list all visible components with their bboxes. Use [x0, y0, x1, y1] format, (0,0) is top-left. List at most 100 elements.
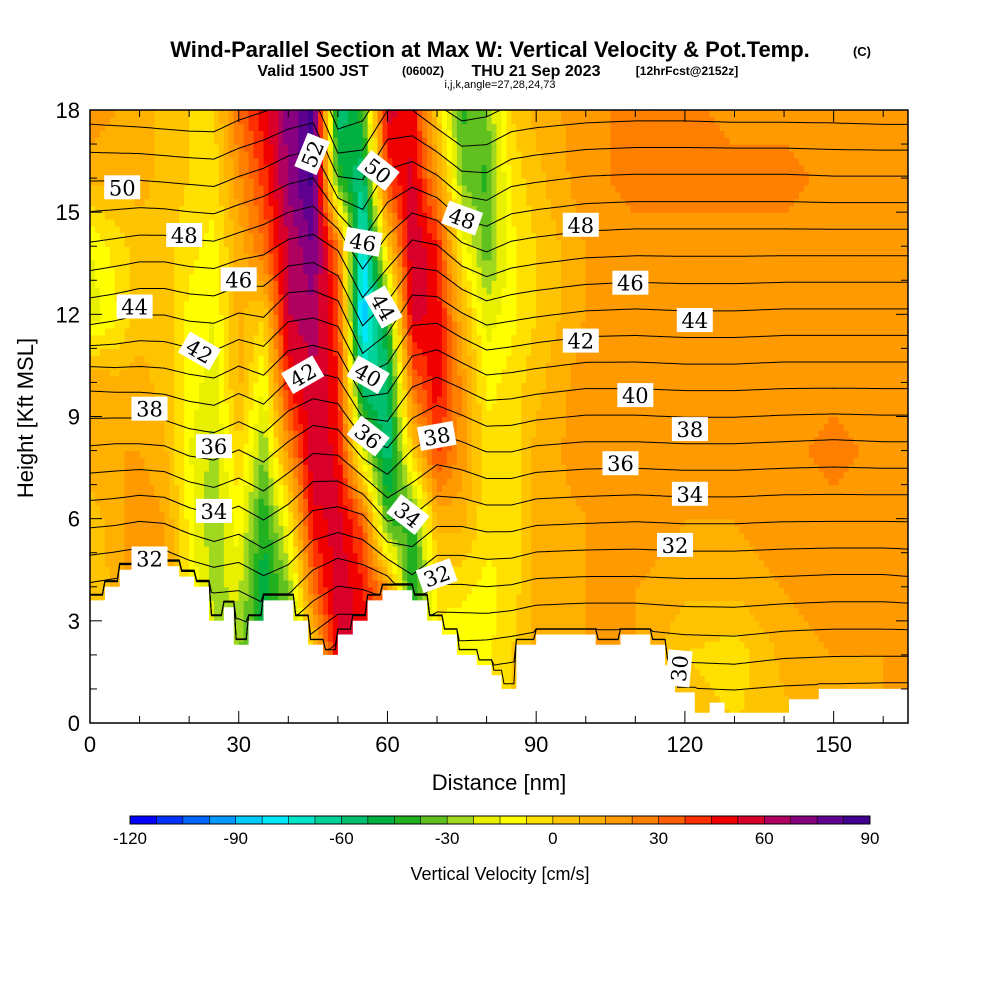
velocity-cell	[273, 457, 279, 465]
velocity-cell	[298, 450, 304, 458]
velocity-cell	[342, 573, 349, 581]
velocity-cell	[124, 157, 131, 166]
velocity-cell	[308, 450, 314, 458]
velocity-cell	[208, 212, 215, 220]
velocity-cell	[352, 164, 359, 172]
velocity-cell	[253, 484, 260, 493]
velocity-cell	[90, 566, 96, 574]
velocity-cell	[293, 327, 299, 336]
velocity-cell	[347, 436, 354, 445]
velocity-cell	[124, 498, 131, 506]
velocity-cell	[233, 525, 240, 533]
velocity-cell	[347, 627, 354, 636]
velocity-cell	[149, 110, 156, 118]
velocity-cell	[337, 137, 344, 145]
velocity-cell	[199, 144, 205, 152]
velocity-cell	[303, 130, 309, 138]
velocity-cell	[159, 423, 165, 431]
velocity-cell	[352, 491, 359, 499]
velocity-cell	[273, 498, 279, 506]
velocity-cell	[129, 321, 136, 329]
velocity-cell	[258, 368, 265, 377]
velocity-cell	[253, 532, 260, 540]
velocity-cell	[213, 470, 220, 479]
velocity-cell	[268, 314, 275, 322]
velocity-cell	[213, 130, 220, 138]
velocity-cell	[149, 205, 156, 213]
velocity-cell	[109, 416, 116, 424]
velocity-cell	[233, 511, 240, 520]
velocity-cell	[357, 484, 364, 493]
velocity-cell	[337, 430, 344, 438]
velocity-cell	[303, 464, 309, 472]
velocity-cell	[129, 150, 136, 159]
velocity-cell	[313, 559, 319, 567]
velocity-cell	[189, 545, 195, 554]
velocity-cell	[323, 579, 329, 588]
velocity-cell	[218, 171, 225, 179]
velocity-cell	[114, 137, 121, 145]
velocity-cell	[283, 191, 289, 200]
velocity-cell	[253, 144, 260, 152]
velocity-cell	[194, 157, 200, 166]
velocity-cell	[263, 327, 270, 336]
velocity-cell	[352, 566, 359, 574]
velocity-cell	[352, 355, 359, 363]
velocity-cell	[253, 600, 260, 608]
velocity-cell	[283, 443, 289, 452]
velocity-cell	[149, 130, 156, 138]
velocity-cell	[213, 334, 220, 343]
velocity-cell	[104, 266, 111, 275]
velocity-cell	[199, 477, 205, 486]
velocity-cell	[199, 266, 205, 275]
velocity-cell	[347, 205, 354, 213]
velocity-cell	[199, 259, 205, 268]
velocity-cell	[104, 239, 111, 247]
velocity-cell	[283, 259, 289, 268]
velocity-cell	[313, 409, 319, 418]
velocity-cell	[218, 579, 225, 588]
velocity-cell	[208, 246, 215, 254]
velocity-cell	[124, 382, 131, 390]
velocity-cell	[119, 232, 126, 241]
velocity-cell	[362, 491, 369, 499]
velocity-cell	[278, 457, 284, 465]
velocity-cell	[253, 184, 260, 193]
velocity-cell	[253, 321, 260, 329]
velocity-cell	[199, 314, 205, 322]
velocity-cell	[169, 205, 175, 213]
velocity-cell	[174, 293, 180, 302]
velocity-cell	[189, 164, 195, 172]
velocity-cell	[253, 464, 260, 472]
velocity-cell	[99, 477, 106, 486]
velocity-cell	[352, 545, 359, 554]
velocity-cell	[124, 334, 131, 343]
velocity-cell	[313, 614, 319, 622]
velocity-cell	[337, 205, 344, 213]
velocity-cell	[273, 586, 279, 595]
velocity-cell	[129, 137, 136, 145]
velocity-cell	[273, 355, 279, 363]
velocity-cell	[327, 402, 334, 411]
velocity-cell	[139, 259, 146, 268]
velocity-cell	[323, 559, 329, 567]
velocity-cell	[169, 491, 175, 499]
velocity-cell	[228, 368, 235, 377]
velocity-cell	[194, 389, 200, 397]
velocity-cell	[134, 430, 141, 438]
velocity-cell	[293, 137, 299, 145]
velocity-cell	[94, 137, 101, 145]
velocity-cell	[124, 416, 131, 424]
velocity-cell	[184, 157, 190, 166]
velocity-cell	[342, 430, 349, 438]
velocity-cell	[169, 443, 175, 452]
velocity-cell	[318, 430, 324, 438]
velocity-cell	[104, 144, 111, 152]
velocity-cell	[357, 579, 364, 588]
velocity-cell	[213, 157, 220, 166]
velocity-cell	[263, 436, 270, 445]
velocity-cell	[94, 430, 101, 438]
velocity-cell	[119, 280, 126, 288]
velocity-cell	[134, 246, 141, 254]
